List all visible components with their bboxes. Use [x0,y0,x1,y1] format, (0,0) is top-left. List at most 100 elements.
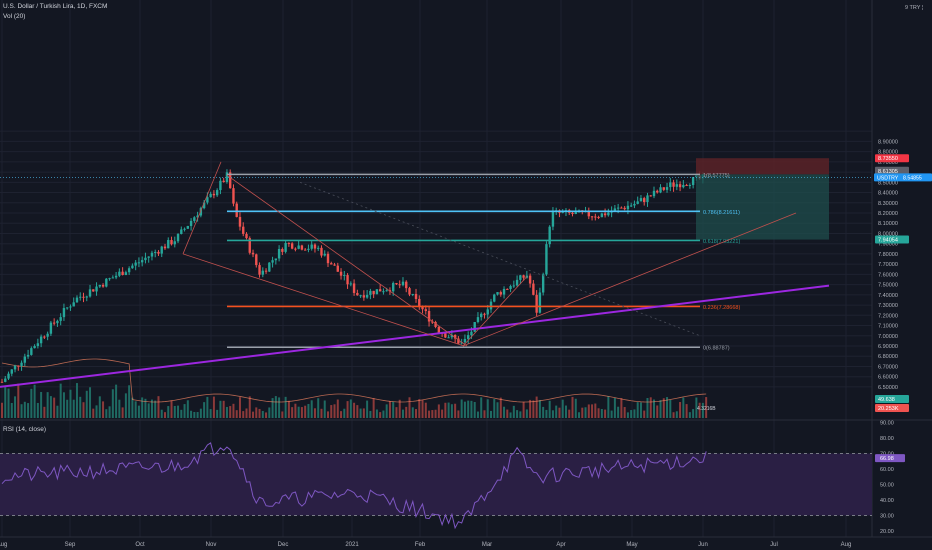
volume-bar [643,410,646,418]
candle-body [470,331,473,336]
volume-bar [659,400,662,418]
volume-bar [115,384,118,418]
volume-bar [124,393,127,418]
volume-bar [675,411,678,418]
volume-bar [669,399,672,418]
candle-body [463,338,467,343]
volume-bar [359,408,362,418]
volume-bar [27,403,30,418]
volume-bar [653,399,655,418]
volume-bar [310,400,313,418]
volume-bar [4,385,7,418]
candle-body [493,294,496,302]
volume-bar [617,406,620,418]
volume-bar [493,399,496,418]
volume-bar [46,392,49,418]
candle-body [108,278,111,280]
candle-body [10,369,13,374]
candle-body [229,172,232,189]
volume-bar [297,406,300,418]
volume-bar [320,408,323,418]
volume-bar [268,407,271,418]
volume-bar [594,403,597,418]
volume-bar [353,402,356,418]
volume-bar [327,411,329,418]
candle-body [39,336,43,344]
candle-body [180,229,183,235]
candle-body [672,182,675,187]
candle-body [607,212,610,216]
volume-bar [548,400,551,418]
candle-body [656,190,659,193]
candle-body [398,284,401,286]
candle-body [483,313,486,315]
volume-bar [111,389,114,418]
volume-bar [705,397,708,418]
volume-bar [649,397,652,418]
candle-body [160,246,163,254]
candle-body [414,293,418,299]
volume-bar [102,401,105,418]
candle-body [176,234,180,242]
volume-bar [620,398,623,418]
rsi-tick-label: 50.00 [880,483,894,489]
candle-body [643,198,646,203]
volume-bar [639,402,642,418]
volume-bar [388,401,391,418]
candle-body [466,335,470,339]
volume-bar [82,402,85,418]
volume-bar [229,406,232,418]
candle-body [248,238,251,253]
volume-bar [235,410,238,418]
volume-bar [23,401,26,418]
volume-bar [542,406,545,418]
candle-body [587,210,590,217]
candle-body [691,177,695,185]
volume-bar [434,409,437,418]
time-axis-label: Apr [556,542,565,548]
volume-bar [284,396,287,418]
candle-body [287,242,291,244]
volume-bar [131,397,134,418]
rsi-tick-label: 30.00 [880,514,894,520]
candle-body [359,295,362,297]
short-target-zone [696,174,829,240]
candle-body [649,195,652,197]
candle-body [457,338,460,344]
price-tick-label: 6.70000 [878,364,898,370]
candle-body [268,262,271,272]
candle-body [437,326,441,333]
rsi-label: RSI (14, close) [3,426,46,433]
volume-bar [287,400,290,418]
price-tick-label: 6.60000 [878,375,898,381]
candle-body [154,251,157,253]
rsi-tick-label: 90.00 [880,421,894,427]
candle-body [317,247,320,249]
volume-bar [30,388,33,418]
volume-bar [512,405,515,418]
candle-body [23,356,27,363]
price-badge [875,235,909,244]
price-tick-label: 7.90000 [878,242,898,248]
volume-bar [105,409,108,418]
candle-body [603,213,607,216]
candle-body [59,317,62,321]
volume-bar [450,404,453,418]
price-badge [875,395,909,403]
candle-body [167,240,170,249]
candle-body [225,172,229,182]
price-tick-label: 7.20000 [878,313,898,319]
fib-level-label: 0(6.88787) [703,346,730,352]
candle-body [95,286,98,292]
candle-body [372,290,375,295]
candle-body [212,193,216,196]
candle-body [92,289,95,292]
volume-bar [317,398,320,418]
candle-body [30,348,33,355]
candle-body [144,257,147,261]
candle-body [294,248,297,250]
candle-body [85,296,88,298]
candle-body [33,346,36,349]
volume-bar [431,410,434,418]
